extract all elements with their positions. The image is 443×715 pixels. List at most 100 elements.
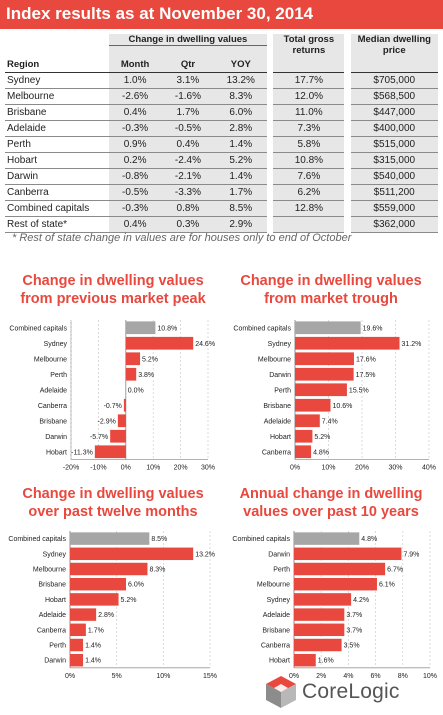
category-label: Melbourne — [34, 356, 67, 363]
price-cell: $540,000 — [350, 168, 438, 185]
x-tick-label: 10% — [146, 465, 160, 472]
data-label: 10.6% — [333, 403, 353, 410]
category-label: Perth — [49, 643, 66, 650]
data-label: -11.3% — [71, 449, 93, 456]
bar-combined-capitals — [294, 532, 360, 545]
returns-cell: 7.6% — [273, 168, 345, 185]
data-label: 1.6% — [318, 658, 334, 665]
yoy-cell: 1.4% — [214, 136, 268, 153]
region-cell: Hobart — [5, 152, 109, 169]
x-tick-label: 0% — [121, 465, 131, 472]
data-label: 5.2% — [121, 597, 137, 604]
table-row: Canberra -0.5% -3.3% 1.7% 6.2% $511,200 — [5, 184, 438, 201]
logo-text: CoreLogic — [302, 680, 400, 703]
bar-canberra — [294, 638, 342, 652]
category-label: Combined capitals — [232, 536, 290, 543]
data-label: 31.2% — [402, 341, 422, 348]
category-label: Adelaide — [264, 418, 291, 425]
bar-perth — [294, 562, 386, 576]
region-cell: Melbourne — [5, 88, 109, 105]
category-label: Melbourne — [258, 356, 291, 363]
data-label: 4.8% — [313, 449, 329, 456]
bar-brisbane — [294, 623, 345, 637]
category-label: Canberra — [261, 643, 290, 650]
price-cell: $511,200 — [350, 184, 438, 201]
data-label: 8.5% — [151, 536, 167, 543]
data-label: 4.2% — [353, 597, 369, 604]
header-region: Region — [5, 45, 109, 73]
category-label: Darwin — [269, 372, 291, 379]
returns-cell: 5.8% — [273, 136, 345, 153]
x-tick-label: 0% — [65, 673, 75, 680]
category-label: Combined capitals — [8, 536, 66, 543]
returns-cell: 17.7% — [273, 72, 345, 89]
bar-canberra — [123, 398, 126, 412]
price-cell: $447,000 — [350, 104, 438, 121]
category-label: Adelaide — [40, 387, 67, 394]
category-label: Canberra — [38, 403, 67, 410]
bar-melbourne — [295, 352, 354, 366]
month-cell: -0.3% — [108, 200, 162, 217]
category-label: Combined capitals — [233, 325, 291, 332]
data-label: 10.8% — [157, 325, 177, 332]
bar-hobart — [294, 653, 316, 667]
returns-cell: 12.0% — [273, 88, 345, 105]
bar-canberra — [295, 445, 312, 459]
category-label: Melbourne — [33, 567, 66, 574]
yoy-cell: 8.3% — [214, 88, 268, 105]
month-cell: 1.0% — [108, 72, 162, 89]
category-label: Combined capitals — [9, 325, 67, 332]
bar-combined-capitals — [125, 321, 156, 335]
data-label: -2.9% — [98, 418, 116, 425]
category-label: Perth — [274, 387, 291, 394]
bar-sydney — [295, 336, 400, 350]
data-label: 1.7% — [88, 627, 104, 634]
chart-market-trough: 0% 10% 20% 30% 40% Combined capitals 19.6% Sydn… — [233, 320, 436, 472]
category-label: Hobart — [45, 597, 66, 604]
qtr-cell: -2.1% — [161, 168, 215, 185]
category-label: Perth — [50, 372, 67, 379]
data-label: 0.0% — [128, 387, 144, 394]
bar-darwin — [70, 653, 84, 667]
chart-twelve-months: 0% 5% 10% 15% Combined capitals 8.5% Sydney 13.… — [8, 531, 217, 680]
bar-sydney — [70, 547, 194, 561]
data-label: 7.9% — [403, 551, 419, 558]
month-cell: 0.2% — [108, 152, 162, 169]
corelogic-logo: CoreLogic — [262, 674, 432, 710]
data-label: -0.7% — [104, 403, 122, 410]
data-label: 5.2% — [142, 356, 158, 363]
header-median-dwelling-price: Median dwelling price — [357, 34, 431, 56]
x-tick-label: 10% — [321, 465, 335, 472]
month-cell: -2.6% — [108, 88, 162, 105]
x-tick-label: -20% — [63, 465, 79, 472]
qtr-cell: -1.6% — [161, 88, 215, 105]
category-label: Hobart — [269, 658, 290, 665]
region-cell: Rest of state* — [5, 216, 109, 233]
category-label: Canberra — [37, 627, 66, 634]
bar-adelaide — [295, 414, 320, 428]
returns-cell: 12.8% — [273, 200, 345, 217]
data-label: 3.7% — [346, 612, 362, 619]
x-tick-label: 0% — [289, 673, 299, 680]
bar-sydney — [294, 593, 352, 606]
category-label: Sydney — [267, 597, 291, 604]
qtr-cell: 0.3% — [161, 216, 215, 233]
data-label: 1.4% — [85, 658, 101, 665]
category-label: Brisbane — [38, 582, 66, 589]
category-label: Darwin — [45, 434, 67, 441]
month-cell: -0.3% — [108, 120, 162, 137]
table-row: Adelaide -0.3% -0.5% 2.8% 7.3% $400,000 — [5, 120, 438, 137]
table-row: Combined capitals -0.3% 0.8% 8.5% 12.8% $559,… — [5, 200, 438, 217]
region-cell: Canberra — [5, 184, 109, 201]
yoy-cell: 1.7% — [214, 184, 268, 201]
bar-perth — [295, 383, 347, 397]
region-cell: Adelaide — [5, 120, 109, 137]
returns-cell — [273, 216, 345, 233]
month-cell: 0.9% — [108, 136, 162, 153]
category-label: Perth — [273, 567, 290, 574]
bar-melbourne — [70, 562, 148, 576]
bar-perth — [125, 367, 137, 381]
category-label: Hobart — [46, 449, 67, 456]
x-tick-label: 10% — [156, 673, 170, 680]
region-cell: Brisbane — [5, 104, 109, 121]
